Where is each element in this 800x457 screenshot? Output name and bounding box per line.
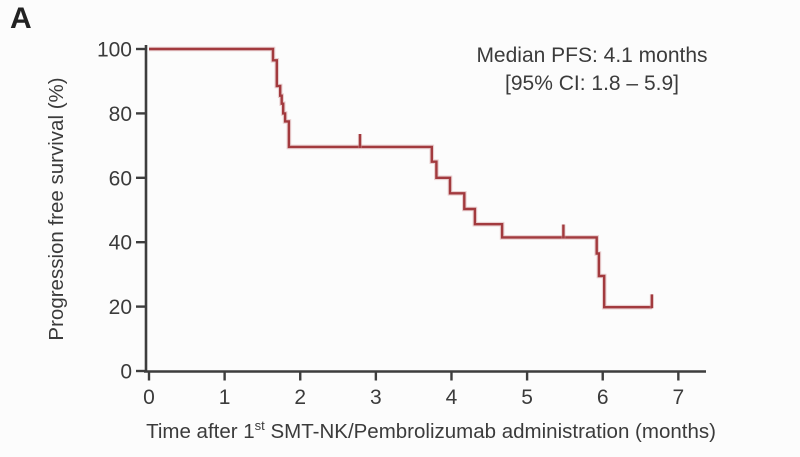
- y-axis-label: Progression free survival (%): [45, 77, 68, 341]
- y-tick-label: 100: [97, 39, 132, 62]
- y-tick-label: 0: [120, 361, 132, 384]
- km-curve: [149, 47, 652, 309]
- y-tick-label: 40: [109, 232, 132, 255]
- median-pfs-text: Median PFS: 4.1 months: [476, 44, 708, 67]
- x-axis-label-pre: Time after 1: [146, 420, 255, 443]
- x-axis-label: Time after 1st SMT-NK/Pembrolizumab admi…: [146, 418, 716, 444]
- x-tick-label: 2: [294, 386, 306, 409]
- x-tick-label: 7: [672, 386, 684, 409]
- x-axis-label-superscript: st: [254, 418, 265, 434]
- y-tick-label: 20: [109, 296, 132, 319]
- confidence-interval-text: [95% CI: 1.8 – 5.9]: [505, 71, 679, 95]
- x-tick-label: 3: [370, 386, 382, 409]
- x-axis-label-post: SMT-NK/Pembrolizumab administration (mon…: [264, 420, 716, 443]
- median-pfs-annotation: Median PFS: 4.1 months [95% CI: 1.8 – 5.…: [476, 42, 707, 97]
- x-tick-label: 5: [521, 386, 533, 409]
- x-tick-label: 0: [143, 386, 155, 409]
- y-tick-label: 80: [109, 103, 132, 126]
- panel-label: A: [10, 2, 33, 35]
- x-tick-label: 1: [219, 386, 231, 409]
- x-tick-label: 6: [597, 386, 609, 409]
- x-tick-label: 4: [446, 386, 458, 409]
- y-tick-label: 60: [109, 167, 132, 190]
